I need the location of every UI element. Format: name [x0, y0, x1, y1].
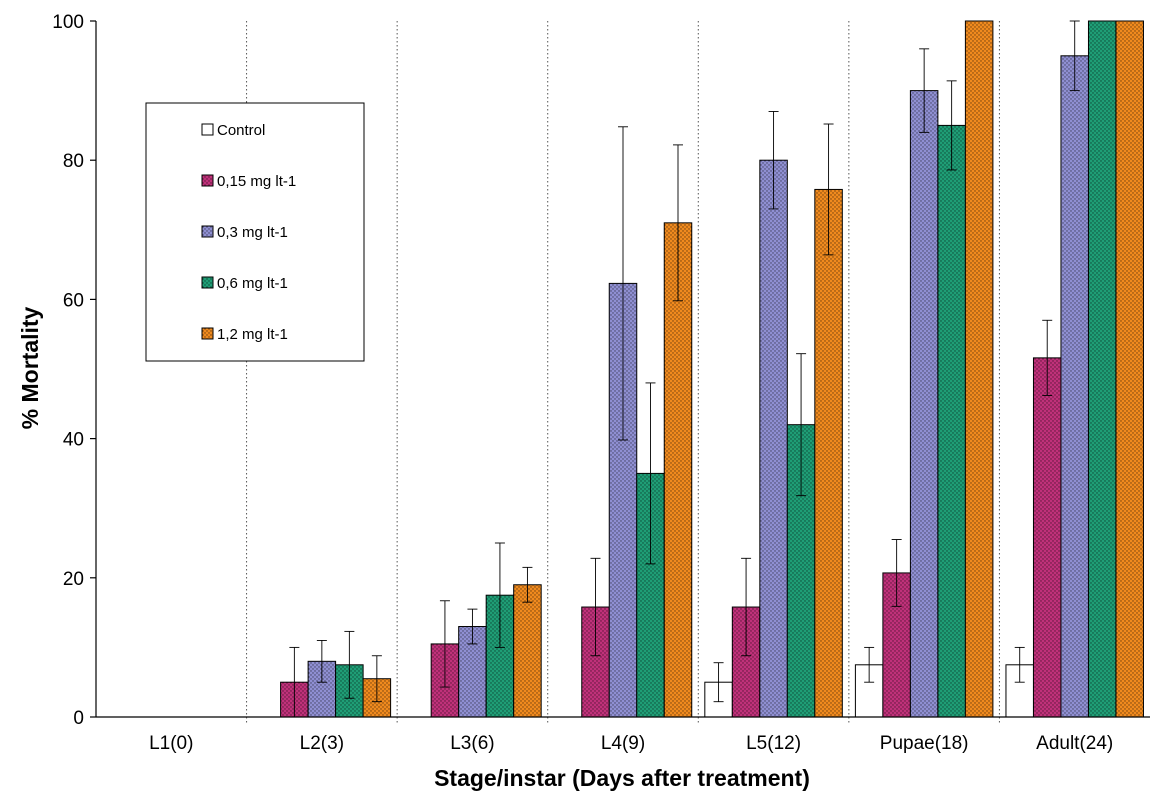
y-tick-label: 0	[73, 708, 84, 729]
y-tick-label: 20	[63, 569, 84, 590]
grid-separators	[246, 21, 1000, 725]
bar-texture	[1033, 357, 1061, 717]
bar-texture	[814, 189, 843, 717]
bars	[280, 20, 1144, 718]
bar-texture	[664, 222, 692, 717]
legend: Control 0,15 mg lt-1 0,3 mg lt-1 0,6 mg lt-…	[145, 102, 365, 362]
bar-texture	[937, 125, 966, 717]
legend-label: 0,3 mg lt-1	[217, 224, 288, 241]
x-axis-title: Stage/instar (Days after treatment)	[434, 765, 810, 791]
legend-label: Control	[217, 122, 265, 139]
bar-texture	[1088, 21, 1116, 717]
bar-texture	[910, 90, 938, 718]
bar-texture	[759, 160, 788, 717]
y-tick-label: 100	[52, 12, 84, 33]
x-tick-label: L2(3)	[300, 733, 344, 754]
y-tick-label: 60	[63, 290, 84, 311]
y-ticks: 0 20 40 60 80 100	[52, 12, 96, 729]
x-tick-label: L3(6)	[450, 733, 494, 754]
x-tick-label: L4(9)	[601, 733, 645, 754]
bar-texture	[965, 21, 993, 717]
x-tick-label: Pupae(18)	[880, 733, 969, 754]
legend-swatch-texture	[202, 277, 213, 288]
x-tick-label: L5(12)	[746, 733, 801, 754]
y-tick-label: 40	[63, 430, 84, 451]
legend-swatch-texture	[202, 226, 213, 237]
legend-label: 0,6 mg lt-1	[217, 275, 288, 292]
x-tick-label: L1(0)	[149, 733, 193, 754]
y-tick-label: 80	[63, 151, 84, 172]
bar-texture	[1060, 55, 1089, 718]
legend-box	[145, 102, 365, 362]
bar-texture	[513, 584, 542, 717]
legend-swatch	[201, 123, 214, 136]
bar-texture	[1115, 21, 1144, 717]
y-axis-title: % Mortality	[17, 306, 43, 429]
legend-label: 1,2 mg lt-1	[217, 326, 288, 343]
legend-label: 0,15 mg lt-1	[217, 173, 296, 190]
legend-swatch-texture	[202, 328, 213, 339]
x-ticks: L1(0) L2(3) L3(6) L4(9) L5(12) Pupae(18) Adult…	[149, 733, 1113, 754]
x-tick-label: Adult(24)	[1036, 733, 1113, 754]
legend-swatch-texture	[202, 175, 213, 186]
axes	[95, 21, 1150, 718]
error-bars	[289, 20, 1080, 718]
